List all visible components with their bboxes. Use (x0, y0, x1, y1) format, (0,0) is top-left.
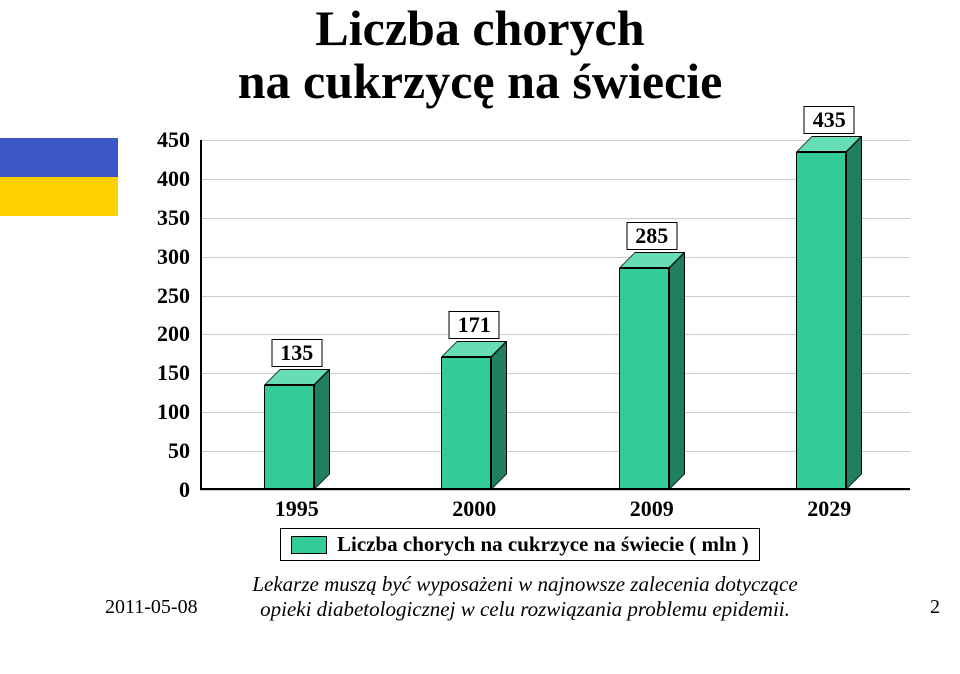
bar (441, 357, 491, 490)
footer-page-number: 2 (930, 596, 940, 619)
bar (264, 385, 314, 490)
y-axis-label: 450 (130, 127, 190, 153)
flag-top-stripe (0, 138, 118, 177)
legend: Liczba chorych na cukrzyce na świecie ( … (280, 528, 760, 561)
plot-area (200, 140, 910, 490)
caption: Lekarze muszą być wyposażeni w najnowsze… (130, 572, 920, 622)
y-axis-label: 150 (130, 360, 190, 386)
x-axis-label: 2000 (452, 496, 496, 522)
caption-line: Lekarze muszą być wyposażeni w najnowsze… (130, 572, 920, 597)
flag-decoration (0, 138, 118, 216)
value-label: 435 (804, 106, 855, 134)
y-axis-label: 50 (130, 438, 190, 464)
y-axis-label: 200 (130, 321, 190, 347)
value-label: 285 (626, 222, 677, 250)
caption-line: opieki diabetologicznej w celu rozwiązan… (130, 597, 920, 622)
value-label: 135 (271, 339, 322, 367)
x-axis-label: 2029 (807, 496, 851, 522)
y-axis-label: 400 (130, 166, 190, 192)
flag-bottom-stripe (0, 177, 118, 216)
value-label: 171 (449, 311, 500, 339)
x-axis-label: 2009 (630, 496, 674, 522)
bar-chart (200, 140, 910, 490)
x-axis-label: 1995 (275, 496, 319, 522)
bar (796, 152, 846, 490)
bar (619, 268, 669, 490)
y-axis-label: 250 (130, 283, 190, 309)
gridline (200, 490, 910, 491)
chart-title: Liczba chorych na cukrzycę na świecie (0, 0, 960, 107)
gridline (200, 140, 910, 141)
legend-swatch (291, 536, 327, 554)
y-axis-label: 0 (130, 477, 190, 503)
y-axis-label: 300 (130, 244, 190, 270)
y-axis-label: 100 (130, 399, 190, 425)
legend-text: Liczba chorych na cukrzyce na świecie ( … (337, 532, 749, 557)
footer-date: 2011-05-08 (105, 596, 198, 619)
y-axis-label: 350 (130, 205, 190, 231)
